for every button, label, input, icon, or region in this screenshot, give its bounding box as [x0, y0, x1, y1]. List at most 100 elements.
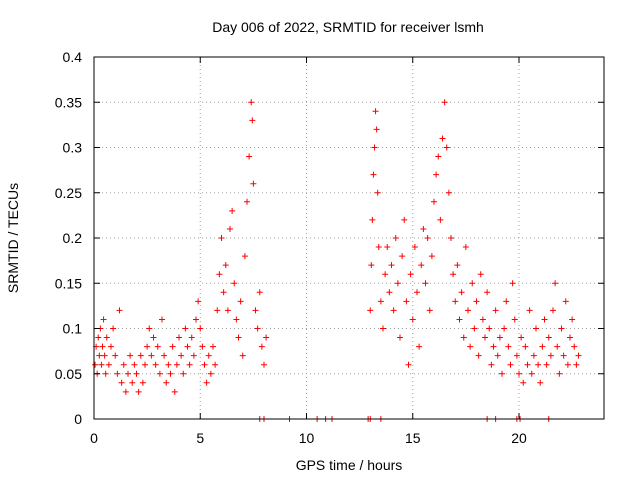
data-point: [382, 271, 389, 278]
data-point: [235, 334, 242, 341]
data-point: [533, 325, 539, 332]
data-point: [249, 117, 256, 124]
data-point: [524, 361, 531, 368]
data-point: [433, 171, 440, 178]
data-point: [231, 280, 238, 287]
data-point: [399, 253, 406, 260]
data-point: [369, 216, 376, 223]
y-tick-label: 0.3: [63, 140, 83, 156]
data-point: [167, 370, 174, 377]
x-tick-label: 10: [299, 430, 315, 446]
data-point: [252, 307, 259, 314]
data-point: [368, 262, 375, 269]
data-point: [467, 343, 474, 350]
data-point: [144, 343, 151, 350]
data-point: [499, 370, 505, 377]
data-point: [545, 334, 552, 341]
data-point: [133, 370, 140, 377]
data-point: [374, 189, 381, 196]
data-point: [229, 207, 236, 214]
data-point: [424, 235, 431, 241]
data-point: [560, 352, 567, 359]
data-point: [244, 198, 250, 205]
data-point: [216, 271, 223, 278]
data-point: [547, 352, 554, 359]
data-point: [384, 244, 391, 251]
data-point: [390, 307, 397, 314]
data-point: [388, 262, 395, 269]
data-point: [256, 289, 263, 296]
data-point: [103, 334, 110, 341]
data-point: [258, 343, 265, 350]
data-point: [373, 126, 380, 133]
data-point: [377, 298, 384, 305]
data-point: [207, 370, 214, 377]
data-point: [188, 334, 195, 341]
data-point: [437, 216, 444, 223]
data-point: [159, 316, 165, 323]
data-point: [254, 325, 261, 332]
y-tick-labels: 0 0.05 0.1 0.15 0.2 0.25 0.3 0.35 0.4: [55, 49, 82, 427]
data-point: [370, 171, 377, 178]
axis-ticks: [93, 56, 604, 420]
x-tick-labels: 0 5 10 15 20: [90, 430, 527, 446]
data-point: [169, 343, 176, 350]
data-point: [156, 370, 163, 377]
data-point: [530, 352, 537, 359]
data-point: [171, 388, 178, 395]
data-point: [573, 361, 580, 368]
y-tick-label: 0.4: [63, 49, 83, 65]
data-point: [101, 352, 108, 359]
data-point: [195, 298, 202, 305]
data-point: [518, 334, 525, 341]
data-point: [552, 280, 559, 287]
data-point: [494, 352, 501, 359]
data-point: [420, 225, 427, 232]
data-point: [173, 361, 180, 368]
data-point: [100, 316, 107, 323]
data-point: [460, 334, 467, 341]
data-point: [163, 379, 170, 386]
data-point: [371, 144, 378, 151]
data-point: [127, 352, 134, 359]
data-point: [522, 343, 529, 350]
data-point: [120, 361, 127, 368]
data-point: [403, 298, 410, 305]
data-point: [375, 244, 382, 251]
data-point: [479, 316, 486, 323]
data-point: [520, 379, 527, 386]
data-point: [482, 334, 488, 341]
data-point: [448, 235, 454, 241]
data-point: [550, 307, 556, 314]
data-point: [148, 352, 155, 359]
data-point: [503, 298, 510, 305]
data-point: [150, 334, 157, 341]
data-point: [165, 361, 172, 368]
data-point: [409, 316, 416, 323]
data-point: [392, 235, 399, 241]
data-point: [454, 262, 461, 269]
data-point: [190, 352, 197, 359]
data-point: [567, 334, 573, 341]
data-point: [564, 361, 571, 368]
data-point: [513, 352, 520, 359]
data-point: [95, 334, 102, 341]
data-point: [397, 334, 403, 341]
data-point: [477, 271, 484, 278]
data-point: [210, 343, 216, 350]
data-point: [394, 280, 401, 287]
data-point: [554, 343, 561, 350]
data-point: [250, 180, 257, 187]
data-point: [199, 343, 206, 350]
data-point: [435, 153, 442, 160]
y-tick-label: 0.2: [63, 230, 83, 246]
data-point: [99, 343, 106, 350]
data-point: [129, 379, 136, 386]
data-point: [414, 289, 420, 296]
data-point: [418, 262, 425, 269]
y-tick-label: 0.35: [55, 94, 82, 110]
data-point: [222, 262, 229, 269]
data-point: [501, 325, 508, 332]
data-point: [122, 388, 129, 395]
data-point: [556, 370, 563, 377]
